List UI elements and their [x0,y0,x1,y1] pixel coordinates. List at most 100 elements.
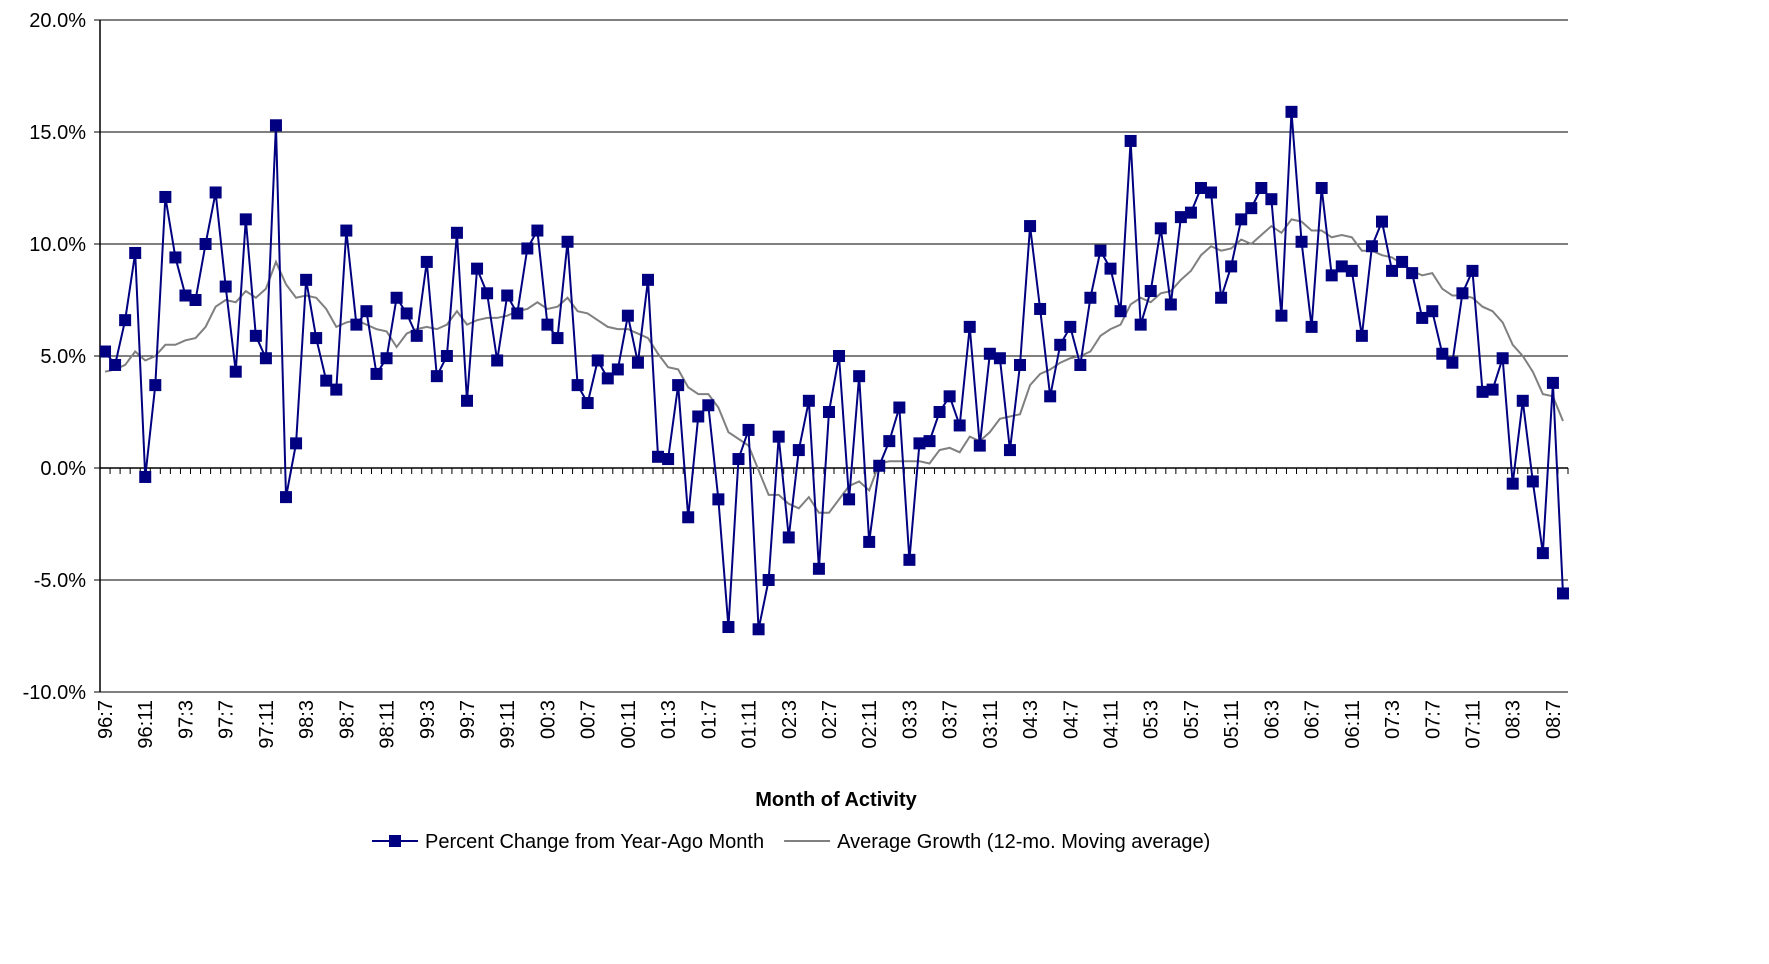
data-point [1295,235,1308,248]
x-tick-label: 07:3 [1382,700,1404,739]
x-tick-label: 98:11 [377,700,399,749]
legend-marker [389,835,401,847]
data-point [541,318,554,331]
x-tick-label: 97:3 [175,700,197,739]
data-point [742,423,755,436]
data-point [853,370,866,383]
data-point [1084,291,1097,304]
data-point [100,345,112,358]
data-point [812,562,825,575]
data-point [1235,213,1248,226]
data-point [1556,587,1569,600]
series-line [104,218,1564,514]
data-point [1466,264,1479,277]
data-point [1536,547,1549,560]
data-point [461,394,473,407]
data-point [682,511,695,524]
data-point [1044,390,1057,403]
x-tick-label: 07:11 [1462,700,1484,749]
data-point [1174,211,1187,224]
data-point [621,309,634,322]
data-point [802,394,815,407]
data-point [1426,305,1439,318]
data-point [511,307,524,320]
data-point [1516,394,1529,407]
data-point [1506,477,1519,490]
data-point [269,119,282,132]
y-tick-label: -5.0% [34,570,86,592]
data-point [1265,193,1278,206]
data-point [521,242,534,255]
data-point [933,406,946,418]
x-tick-label: 96:7 [95,700,117,739]
data-point [903,553,916,566]
data-point [491,354,504,367]
data-point [149,379,162,392]
data-point [1496,352,1509,365]
data-point [290,437,303,450]
data-point [1406,267,1419,280]
x-tick-label: 03:11 [980,700,1002,749]
data-point [1074,358,1087,371]
x-tick-label: 06:7 [1302,700,1324,739]
x-tick-label: 99:11 [497,700,519,749]
data-point [1034,302,1047,315]
data-point [762,574,775,586]
y-tick-label: -10.0% [23,682,87,704]
data-point [1285,105,1298,118]
data-point [581,397,594,410]
x-tick-label: 04:3 [1020,700,1042,739]
data-point [430,370,443,383]
data-point [410,329,423,342]
data-point [1546,376,1559,389]
data-point [1355,329,1368,342]
data-point [420,255,433,268]
data-point [1325,269,1338,282]
data-point [1456,287,1469,300]
data-point [641,273,654,286]
data-point [501,289,514,302]
x-tick-label: 99:7 [457,700,479,739]
x-tick-label: 05:11 [1221,700,1243,749]
data-point [179,289,192,302]
data-point [843,493,856,506]
data-point [983,347,996,360]
data-point [822,406,835,418]
x-tick-label: 08:7 [1543,700,1565,739]
data-point [752,623,765,636]
data-point [300,273,313,286]
data-point [249,329,262,342]
x-tick-label: 98:3 [296,700,318,739]
legend-label: Average Growth (12-mo. Moving average) [837,831,1210,853]
x-tick-label: 05:7 [1181,700,1203,739]
data-point [1064,320,1077,333]
data-point [863,535,876,548]
data-point [1225,260,1238,273]
data-point [1476,385,1489,398]
x-tick-label: 02:11 [859,700,881,749]
data-point [1305,320,1318,333]
x-tick-label: 97:11 [256,700,278,749]
data-point [1436,347,1449,360]
x-tick-label: 97:7 [216,700,238,739]
x-tick-label: 08:3 [1503,700,1525,739]
y-tick-label: 20.0% [29,10,86,32]
data-point [310,332,323,345]
data-point [1315,182,1328,194]
series-line [104,111,1564,630]
data-point [551,332,564,345]
x-tick-label: 96:11 [135,700,157,749]
data-point [782,531,795,544]
data-point [189,294,202,306]
data-point [169,251,182,264]
data-point [229,365,242,378]
data-point [1335,260,1348,273]
x-tick-label: 06:11 [1342,700,1364,749]
x-tick-label: 02:3 [779,700,801,739]
data-point [380,352,393,365]
data-point [471,262,484,275]
data-point [1014,358,1027,371]
data-point [772,430,785,443]
data-point [993,352,1006,365]
data-point [1345,264,1358,277]
